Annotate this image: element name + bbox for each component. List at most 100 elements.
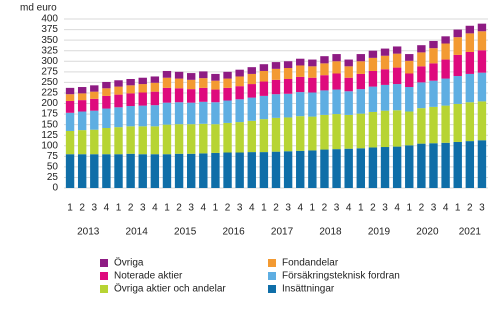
legend-label: Noterade aktier: [114, 271, 183, 282]
bar-segment: [138, 105, 147, 127]
bar-segment: [283, 61, 293, 69]
x-tick-label: 2: [370, 203, 376, 214]
bar-segment: [187, 124, 196, 154]
bar-segment: [356, 73, 365, 90]
legend-swatch: [268, 285, 276, 293]
bar-segment: [150, 154, 160, 188]
bar-segment: [150, 105, 160, 127]
x-tick-label: 1: [455, 203, 461, 214]
bar-segment: [235, 99, 244, 123]
y-tick-label: 50: [47, 162, 59, 173]
bar-segment: [320, 63, 329, 76]
bar-segment: [77, 93, 87, 101]
year-label: 2016: [222, 227, 245, 238]
bar-segment: [199, 101, 208, 124]
bar-segment: [417, 143, 426, 188]
x-tick-label: 1: [67, 203, 73, 214]
bar-segment: [441, 36, 450, 44]
x-tick-label: 2: [225, 203, 231, 214]
bar-segment: [223, 100, 232, 123]
bar-segment: [126, 153, 135, 188]
bar-segment: [235, 76, 244, 87]
bar-segment: [90, 85, 99, 92]
y-tick-label: 300: [41, 56, 58, 67]
year-label: 2014: [126, 227, 149, 238]
bar-segment: [380, 147, 390, 188]
y-tick-label: 150: [41, 119, 58, 130]
bar-segment: [441, 78, 450, 106]
bar-segment: [150, 82, 160, 92]
bar-segment: [368, 111, 378, 148]
bar-segment: [114, 80, 123, 87]
bar-segment: [417, 82, 426, 109]
legend-label: Övriga aktier och andelar: [114, 283, 226, 295]
bar-segment: [199, 71, 208, 79]
bar-segment: [90, 129, 99, 155]
bar-segment: [259, 152, 269, 188]
bar-segment: [417, 45, 426, 53]
legend-label: Försäkringsteknisk fordran: [282, 271, 400, 282]
bar-segment: [417, 108, 426, 144]
bar-segment: [259, 64, 269, 71]
bar-segment: [453, 54, 462, 77]
bar-segment: [114, 94, 123, 108]
bar-segment: [223, 87, 232, 101]
bar-segment: [465, 102, 475, 142]
bar-segment: [90, 110, 99, 130]
bar-segment: [102, 128, 111, 155]
bar-segment: [368, 70, 378, 87]
bar-segment: [320, 75, 329, 91]
bar-segment: [199, 123, 208, 154]
bar-segment: [465, 25, 475, 34]
legend-swatch: [100, 272, 108, 280]
bar-segment: [126, 126, 135, 154]
x-tick-label: 4: [443, 203, 449, 214]
bar-segment: [441, 142, 450, 188]
x-tick-label: 4: [297, 203, 303, 214]
bar-segment: [65, 100, 75, 113]
bar-segment: [465, 33, 475, 52]
bar-segment: [380, 48, 390, 56]
bar-segment: [126, 78, 135, 86]
bar-segment: [429, 80, 438, 107]
bar-segment: [211, 73, 220, 81]
bar-segment: [344, 59, 353, 67]
bar-segment: [259, 95, 269, 120]
bar-segment: [296, 58, 305, 66]
bar-segment: [114, 107, 123, 128]
bar-segment: [174, 124, 184, 154]
bar-segment: [259, 119, 269, 153]
bar-segment: [453, 103, 462, 142]
x-tick-label: 4: [152, 203, 158, 214]
bar-segment: [380, 110, 390, 148]
bar-segment: [90, 154, 99, 188]
bar-segment: [211, 89, 220, 103]
y-tick-label: 0: [52, 183, 58, 194]
bar-segment: [187, 102, 196, 125]
bar-segment: [211, 152, 220, 188]
bar-segment: [102, 154, 111, 188]
bar-segment: [332, 149, 341, 188]
bar-segment: [138, 84, 147, 93]
bar-segment: [65, 130, 75, 155]
x-tick-label: 1: [213, 203, 219, 214]
bar-segment: [102, 88, 111, 96]
y-tick-label: 200: [41, 98, 58, 109]
x-tick-label: 2: [322, 203, 328, 214]
x-tick-label: 4: [346, 203, 352, 214]
bar-segment: [380, 84, 390, 111]
bar-segment: [405, 145, 414, 188]
bar-segment: [320, 114, 329, 150]
bar-segment: [162, 70, 172, 78]
bar-segment: [77, 130, 87, 155]
bar-segment: [356, 148, 365, 188]
bar-segment: [429, 106, 438, 144]
x-tick-label: 3: [140, 203, 146, 214]
bar-segment: [392, 53, 402, 68]
x-tick-label: 1: [406, 203, 412, 214]
bar-segment: [405, 73, 414, 88]
x-tick-label: 1: [261, 203, 267, 214]
bar-segment: [344, 77, 353, 92]
x-tick-label: 3: [334, 203, 340, 214]
bar-segment: [344, 66, 353, 78]
